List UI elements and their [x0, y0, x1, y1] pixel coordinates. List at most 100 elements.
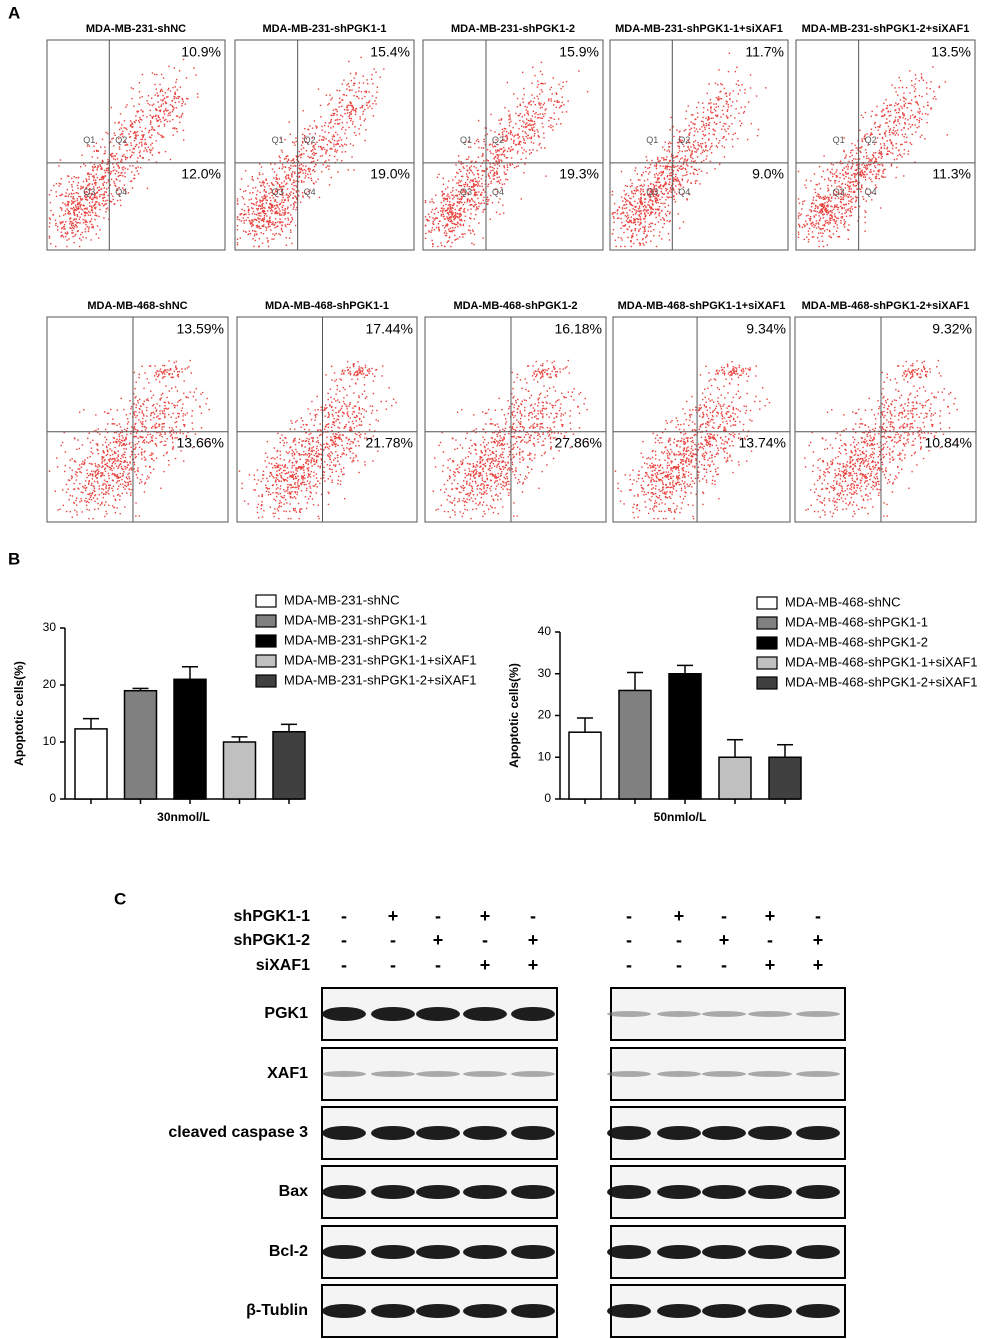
event-dot — [140, 119, 143, 121]
event-dot — [72, 224, 75, 227]
event-dot — [270, 205, 273, 208]
event-dot — [813, 226, 815, 228]
event-dot — [295, 190, 297, 192]
event-dot — [276, 204, 278, 207]
event-dot — [79, 501, 81, 503]
event-dot — [840, 222, 842, 224]
event-dot — [901, 156, 903, 158]
event-dot — [708, 124, 710, 127]
event-dot — [894, 130, 897, 132]
event-dot — [149, 114, 152, 117]
event-dot — [648, 226, 650, 228]
event-dot — [151, 134, 153, 136]
event-dot — [879, 143, 882, 145]
event-dot — [130, 144, 133, 146]
event-dot — [433, 213, 436, 215]
event-dot — [630, 204, 633, 206]
event-dot — [189, 359, 191, 362]
event-dot — [360, 91, 363, 93]
event-dot — [263, 218, 266, 221]
event-dot — [335, 151, 338, 153]
event-dot — [739, 120, 741, 122]
event-dot — [859, 167, 861, 170]
event-dot — [111, 138, 113, 140]
event-dot — [818, 215, 820, 217]
event-dot — [105, 487, 107, 490]
event-dot — [865, 164, 868, 166]
event-dot — [835, 171, 837, 173]
event-dot — [550, 86, 553, 89]
event-dot — [453, 234, 456, 237]
event-dot — [530, 119, 532, 122]
event-dot — [833, 194, 835, 196]
event-dot — [501, 153, 503, 155]
event-dot — [123, 447, 125, 450]
event-dot — [296, 197, 298, 200]
event-dot — [623, 231, 625, 234]
event-dot — [719, 139, 721, 142]
event-dot — [133, 152, 135, 154]
event-dot — [634, 218, 636, 221]
event-dot — [647, 204, 649, 206]
event-dot — [658, 215, 660, 217]
event-dot — [443, 200, 445, 202]
event-dot — [874, 160, 876, 163]
event-dot — [743, 111, 746, 113]
event-dot — [446, 217, 449, 220]
event-dot — [129, 165, 131, 167]
event-dot — [845, 203, 847, 206]
event-dot — [845, 209, 847, 211]
event-dot — [869, 159, 871, 161]
event-dot — [132, 88, 134, 90]
event-dot — [365, 129, 367, 131]
event-dot — [669, 211, 671, 213]
event-dot — [272, 206, 274, 208]
event-dot — [171, 402, 173, 405]
event-dot — [324, 122, 327, 124]
event-dot — [666, 165, 668, 167]
event-dot — [94, 203, 97, 205]
event-dot — [506, 81, 509, 84]
event-dot — [611, 190, 614, 193]
event-dot — [820, 205, 823, 207]
event-dot — [93, 182, 96, 184]
event-dot — [305, 138, 308, 140]
event-dot — [715, 106, 717, 108]
event-dot — [124, 167, 126, 170]
event-dot — [541, 117, 544, 120]
event-dot — [310, 177, 312, 180]
event-dot — [467, 198, 469, 200]
event-dot — [473, 188, 475, 190]
event-dot — [349, 104, 351, 107]
event-dot — [649, 199, 651, 201]
quadrant-label: Q2 — [304, 135, 316, 145]
event-dot — [269, 218, 271, 220]
event-dot — [494, 174, 496, 177]
event-dot — [650, 211, 652, 213]
event-dot — [188, 366, 190, 368]
event-dot — [172, 127, 174, 129]
event-dot — [523, 149, 525, 151]
event-dot — [547, 99, 550, 102]
event-dot — [836, 224, 838, 226]
event-dot — [445, 198, 447, 200]
event-dot — [451, 204, 453, 206]
event-dot — [882, 115, 884, 117]
event-dot — [854, 206, 856, 208]
event-dot — [449, 206, 452, 209]
event-dot — [840, 201, 842, 204]
event-dot — [271, 184, 274, 186]
event-dot — [169, 104, 172, 106]
event-dot — [538, 136, 540, 138]
event-dot — [163, 125, 166, 127]
event-dot — [440, 213, 443, 216]
event-dot — [341, 151, 343, 153]
event-dot — [160, 440, 163, 443]
plot-title: MDA-MB-231-shPGK1-2+siXAF1 — [802, 23, 970, 35]
event-dot — [327, 125, 330, 128]
event-dot — [290, 164, 292, 167]
event-dot — [111, 423, 113, 425]
event-dot — [651, 159, 653, 162]
event-dot — [325, 138, 327, 140]
event-dot — [161, 377, 164, 379]
